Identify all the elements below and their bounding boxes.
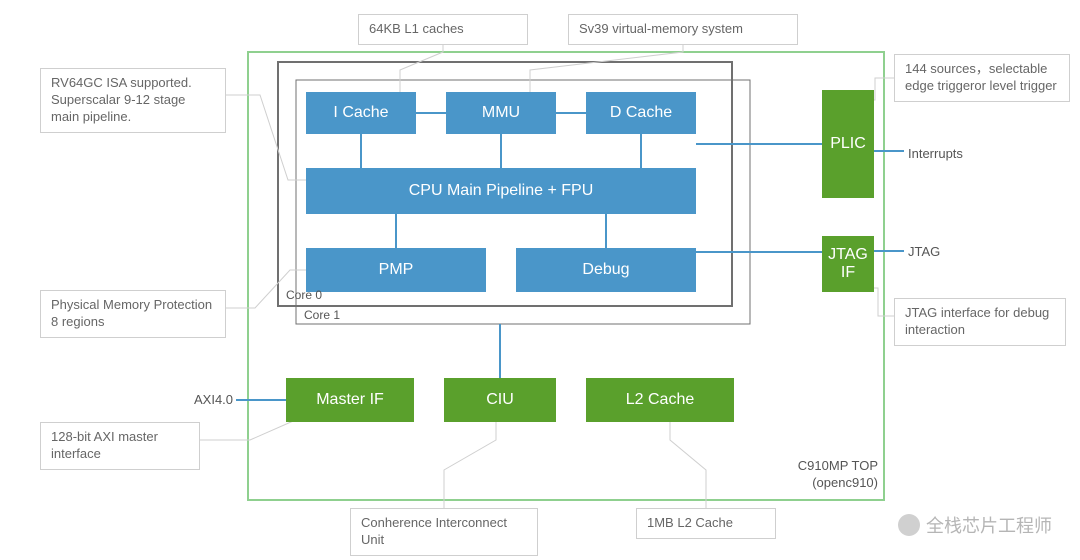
block-ciu: CIU [444,378,556,422]
annot-pmp: Physical Memory Protection 8 regions [40,290,226,338]
block-l2-cache: L2 Cache [586,378,734,422]
annot-plic-sources: 144 sources，selectable edge triggeror le… [894,54,1070,102]
wechat-icon [898,514,920,536]
core0-label: Core 0 [286,288,322,302]
core1-label: Core 1 [304,308,340,322]
block-mmu: MMU [446,92,556,134]
label: MMU [482,104,520,122]
annot-isa: RV64GC ISA supported. Superscalar 9-12 s… [40,68,226,133]
ext-label-jtag: JTAG [908,244,940,259]
annot-sv39: Sv39 virtual-memory system [568,14,798,45]
label: Master IF [316,391,384,409]
annot-l1-caches: 64KB L1 caches [358,14,528,45]
block-plic: PLIC [822,90,874,198]
block-dcache: D Cache [586,92,696,134]
annot-l2: 1MB L2 Cache [636,508,776,539]
label: JTAG IF [828,246,868,282]
annot-axi-master: 128-bit AXI master interface [40,422,200,470]
block-master-if: Master IF [286,378,414,422]
label: PMP [379,261,414,279]
watermark-text: 全栈芯片工程师 [926,512,1052,538]
block-cpu-pipeline: CPU Main Pipeline + FPU [306,168,696,214]
block-jtag-if: JTAG IF [822,236,874,292]
top-label-line2: (openc910) [798,475,878,492]
annot-jtag-if: JTAG interface for debug interaction [894,298,1066,346]
label: CIU [486,391,514,409]
top-label-line1: C910MP TOP [798,458,878,475]
block-icache: I Cache [306,92,416,134]
label: D Cache [610,104,672,122]
ext-label-axi: AXI4.0 [194,392,233,407]
block-debug: Debug [516,248,696,292]
watermark: 全栈芯片工程师 [898,512,1052,538]
label: PLIC [830,135,866,153]
top-frame-label: C910MP TOP (openc910) [798,458,878,492]
label: Debug [582,261,629,279]
label: CPU Main Pipeline + FPU [409,182,594,200]
block-pmp: PMP [306,248,486,292]
ext-label-interrupts: Interrupts [908,146,963,161]
label: L2 Cache [626,391,695,409]
annot-ciu: Conherence Interconnect Unit [350,508,538,556]
label: I Cache [333,104,388,122]
